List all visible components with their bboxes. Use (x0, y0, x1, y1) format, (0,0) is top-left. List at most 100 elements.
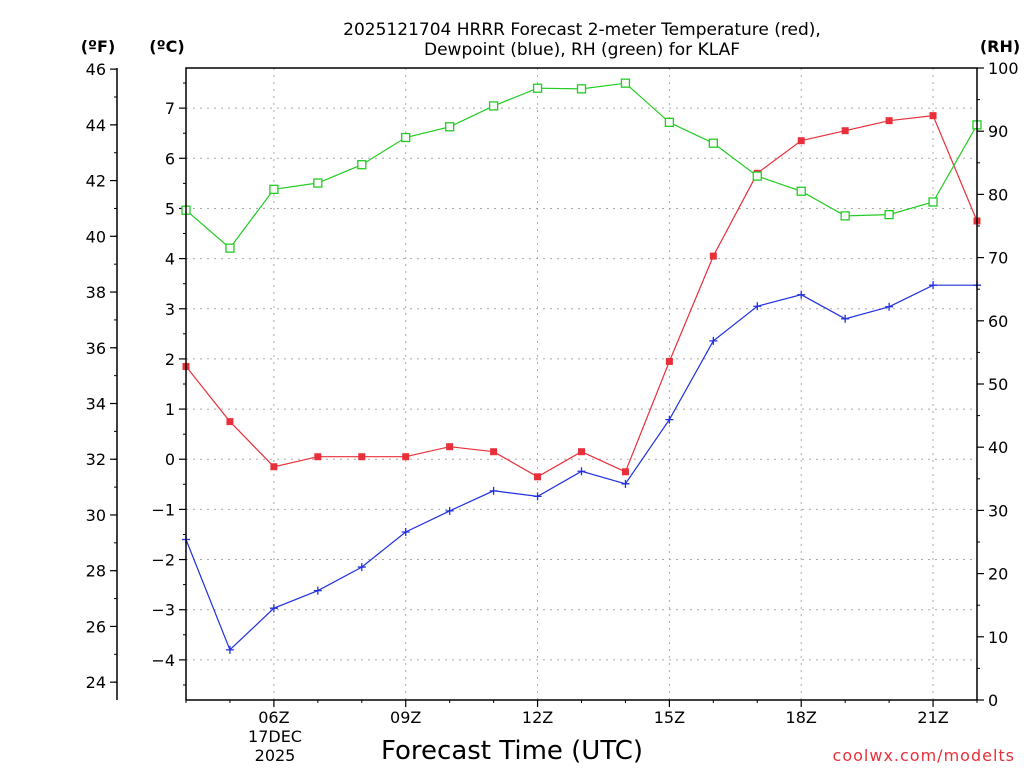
date-label-year: 2025 (255, 746, 296, 765)
dewpoint-point (753, 302, 762, 311)
temperature-point (270, 463, 278, 471)
rh-tick-label: 40 (988, 438, 1008, 457)
celsius-tick-label: 3 (165, 300, 175, 319)
fahrenheit-axis: 24 26 28 30 32 34 36 38 40 42 44 46 (86, 60, 118, 700)
temperature-point (709, 252, 717, 260)
rh-point (576, 84, 587, 94)
temperature-point (929, 112, 937, 120)
dewpoint-point (225, 645, 234, 654)
temperature-point (534, 473, 542, 481)
dewpoint-point (533, 492, 542, 501)
dewpoint-point (401, 527, 410, 536)
fahrenheit-tick-label: 30 (86, 506, 106, 525)
temperature-point (358, 453, 366, 461)
fahrenheit-tick-label: 46 (86, 60, 106, 79)
celsius-tick-label: 7 (165, 99, 175, 118)
celsius-tick-label: 1 (165, 400, 175, 419)
fahrenheit-tick-label: 34 (86, 395, 106, 414)
celsius-tick-label: −3 (151, 601, 175, 620)
fahrenheit-tick-label: 40 (86, 227, 106, 246)
time-tick-label: 15Z (654, 708, 685, 727)
fahrenheit-tick-label: 24 (86, 673, 106, 692)
temperature-point (665, 357, 673, 365)
celsius-tick-label: 5 (165, 199, 175, 218)
rh-point (928, 197, 938, 207)
dewpoint-point (797, 290, 806, 299)
rh-point (796, 186, 806, 196)
date-label-day: 17DEC (248, 727, 302, 746)
fahrenheit-tick-label: 28 (86, 562, 106, 581)
rh-tick-label: 80 (988, 185, 1008, 204)
temperature-point (490, 448, 498, 456)
dewpoint-point (929, 281, 938, 290)
temperature-point (797, 137, 805, 145)
temperature-point (446, 443, 454, 451)
plot-frame (185, 67, 978, 701)
temperature-series-line (185, 115, 978, 478)
dewpoint-point (577, 467, 586, 476)
rh-point (357, 160, 367, 170)
celsius-tick-label: −4 (151, 651, 175, 670)
celsius-axis: −4 −3 −2 −1 0 1 2 3 4 5 6 7 (151, 82, 186, 686)
rh-point (664, 117, 675, 128)
temperature-point (578, 448, 585, 456)
time-axis: 06Z 09Z 12Z 15Z 18Z 21Z (185, 700, 978, 727)
rh-tick-label: 70 (988, 249, 1008, 268)
dewpoint-point (885, 302, 894, 311)
celsius-tick-label: −1 (151, 500, 175, 519)
temperature-point (621, 468, 629, 476)
gridlines (186, 68, 977, 700)
rh-tick-label: 0 (988, 691, 998, 710)
celsius-tick-label: 2 (165, 350, 175, 369)
time-tick-label: 12Z (522, 708, 553, 727)
fahrenheit-tick-label: 38 (86, 283, 106, 302)
rh-point (269, 184, 279, 194)
temperature-point (314, 453, 322, 461)
rh-point (225, 243, 235, 253)
time-tick-label: 21Z (917, 708, 948, 727)
celsius-tick-label: 4 (165, 250, 175, 269)
fahrenheit-tick-label: 44 (86, 116, 106, 135)
time-tick-label: 06Z (258, 708, 289, 727)
dewpoint-point (313, 586, 322, 595)
dewpoint-point (489, 486, 498, 495)
dewpoint-point (621, 479, 630, 488)
dewpoint-point (665, 415, 674, 424)
credit-label: coolwx.com/modelts (833, 746, 1015, 765)
rh-point (708, 138, 718, 148)
rh-tick-label: 20 (988, 565, 1008, 584)
chart-title-line2: Dewpoint (blue), RH (green) for KLAF (424, 40, 740, 60)
rh-tick-label: 10 (988, 628, 1008, 647)
time-tick-label: 18Z (786, 708, 817, 727)
rh-point (445, 122, 455, 132)
fahrenheit-tick-label: 32 (86, 450, 106, 469)
rh-tick-label: 30 (988, 501, 1008, 520)
fahrenheit-tick-label: 42 (86, 172, 106, 191)
rh-point (401, 132, 411, 143)
time-tick-label: 09Z (390, 708, 421, 727)
plot-series (181, 78, 982, 654)
rh-point (532, 83, 543, 93)
dewpoint-point (269, 604, 278, 613)
rh-tick-label: 90 (988, 122, 1008, 141)
dewpoint-point (357, 563, 366, 572)
rh-tick-label: 100 (988, 59, 1019, 78)
temperature-point (841, 127, 849, 135)
rh-tick-label: 60 (988, 312, 1008, 331)
rh-point (488, 101, 499, 111)
fahrenheit-tick-label: 36 (86, 339, 106, 358)
temperature-point (885, 117, 893, 125)
chart-title-line1: 2025121704 HRRR Forecast 2-meter Tempera… (343, 20, 821, 40)
celsius-unit-label: (ºC) (149, 37, 184, 56)
dewpoint-point (841, 314, 850, 323)
fahrenheit-tick-label: 26 (86, 617, 106, 636)
rh-axis: 0 10 20 30 40 50 60 70 80 90 100 (977, 59, 1019, 710)
rh-point (313, 178, 323, 188)
rh-unit-label: (RH) (980, 37, 1020, 56)
celsius-tick-label: −2 (151, 551, 175, 570)
dewpoint-point (445, 506, 454, 515)
temperature-point (402, 453, 410, 461)
rh-tick-label: 50 (988, 375, 1008, 394)
fahrenheit-unit-label: (ºF) (81, 37, 116, 56)
